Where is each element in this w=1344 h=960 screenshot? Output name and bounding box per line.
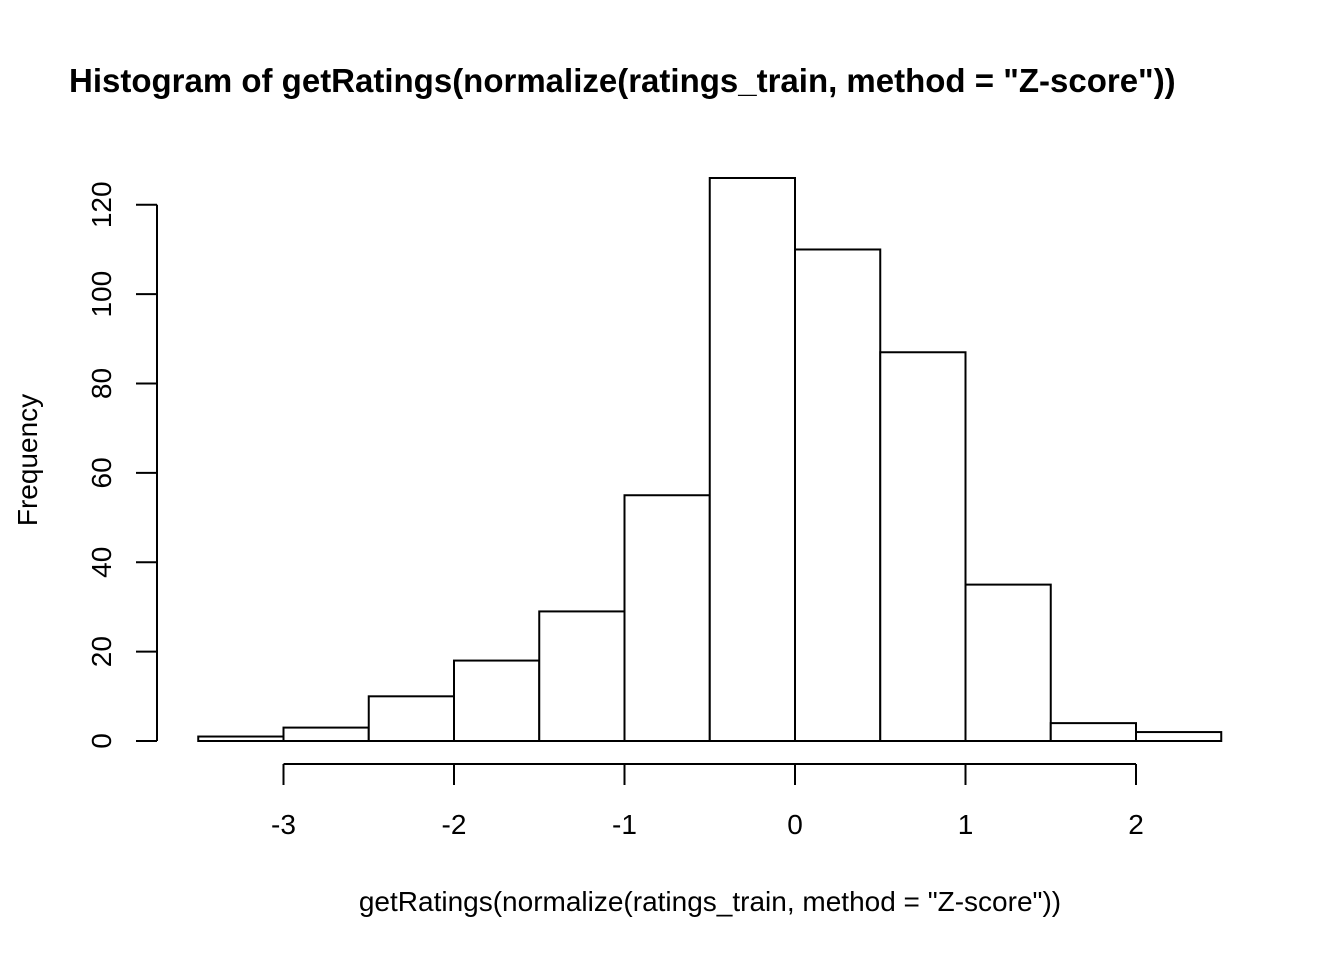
histogram-bar-10: [1049, 722, 1137, 742]
histogram-bar-7: [794, 248, 882, 742]
histogram-bar-6: [708, 176, 796, 742]
x-tick-label: -3: [271, 809, 296, 840]
x-tick-label: 1: [958, 809, 974, 840]
x-tick-label: 2: [1128, 809, 1144, 840]
histogram-bar-9: [964, 583, 1052, 742]
histogram-bar-5: [623, 494, 711, 742]
y-tick-label: 40: [86, 547, 117, 578]
x-tick-label: -1: [612, 809, 637, 840]
histogram-bar-4: [538, 610, 626, 743]
bars-group: [197, 176, 1223, 743]
x-tick-label: -2: [442, 809, 467, 840]
y-axis: 0 20 40 60 80 100 120: [86, 181, 158, 749]
y-tick-label: 0: [86, 733, 117, 749]
histogram-bar-1: [282, 726, 370, 742]
y-axis-label: Frequency: [12, 394, 43, 526]
chart-title: Histogram of getRatings(normalize(rating…: [69, 62, 1176, 99]
x-axis: -3 -2 -1 0 1 2: [271, 763, 1144, 840]
y-tick-label: 60: [86, 457, 117, 488]
histogram-bar-0: [197, 735, 285, 742]
histogram-bar-2: [367, 695, 455, 743]
y-tick-label: 80: [86, 368, 117, 399]
y-tick-label: 20: [86, 636, 117, 667]
x-axis-label: getRatings(normalize(ratings_train, meth…: [359, 886, 1061, 917]
histogram-bar-3: [453, 659, 541, 743]
histogram-bar-8: [879, 351, 967, 742]
x-tick-label: 0: [787, 809, 803, 840]
histogram-bar-11: [1135, 731, 1223, 743]
y-tick-label: 120: [86, 181, 117, 228]
y-tick-label: 100: [86, 271, 117, 318]
